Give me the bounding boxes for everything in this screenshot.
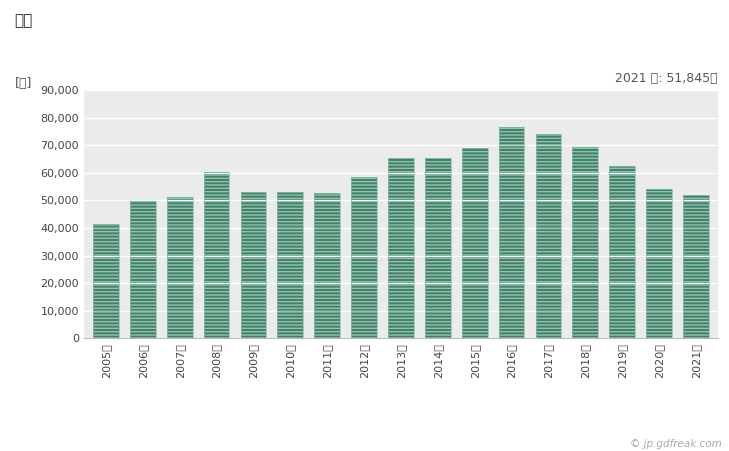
Bar (425, 158, 451, 338)
Bar (203, 171, 230, 338)
Text: 戸数: 戸数 (15, 14, 33, 28)
Bar (241, 192, 266, 338)
Bar (203, 171, 230, 338)
Bar (351, 177, 377, 338)
Text: [戸]: [戸] (15, 77, 32, 90)
Bar (499, 127, 524, 338)
Text: © jp.gdfreak.com: © jp.gdfreak.com (630, 439, 722, 449)
Bar (278, 192, 303, 338)
Bar (314, 193, 340, 338)
Bar (461, 148, 488, 338)
Bar (93, 224, 119, 338)
Bar (683, 195, 709, 338)
Bar (167, 197, 192, 338)
Bar (314, 193, 340, 338)
Bar (609, 166, 635, 338)
Text: 2021 年: 51,845戸: 2021 年: 51,845戸 (615, 72, 718, 85)
Bar (499, 127, 524, 338)
Bar (646, 189, 672, 338)
Bar (572, 147, 599, 338)
Bar (536, 134, 561, 338)
Bar (241, 192, 266, 338)
Bar (609, 166, 635, 338)
Bar (572, 147, 599, 338)
Bar (351, 177, 377, 338)
Bar (130, 201, 156, 338)
Bar (536, 134, 561, 338)
Bar (646, 189, 672, 338)
Bar (461, 148, 488, 338)
Bar (683, 195, 709, 338)
Bar (425, 158, 451, 338)
Bar (388, 158, 414, 338)
Bar (93, 224, 119, 338)
Bar (278, 192, 303, 338)
Bar (130, 201, 156, 338)
Bar (388, 158, 414, 338)
Bar (167, 197, 192, 338)
